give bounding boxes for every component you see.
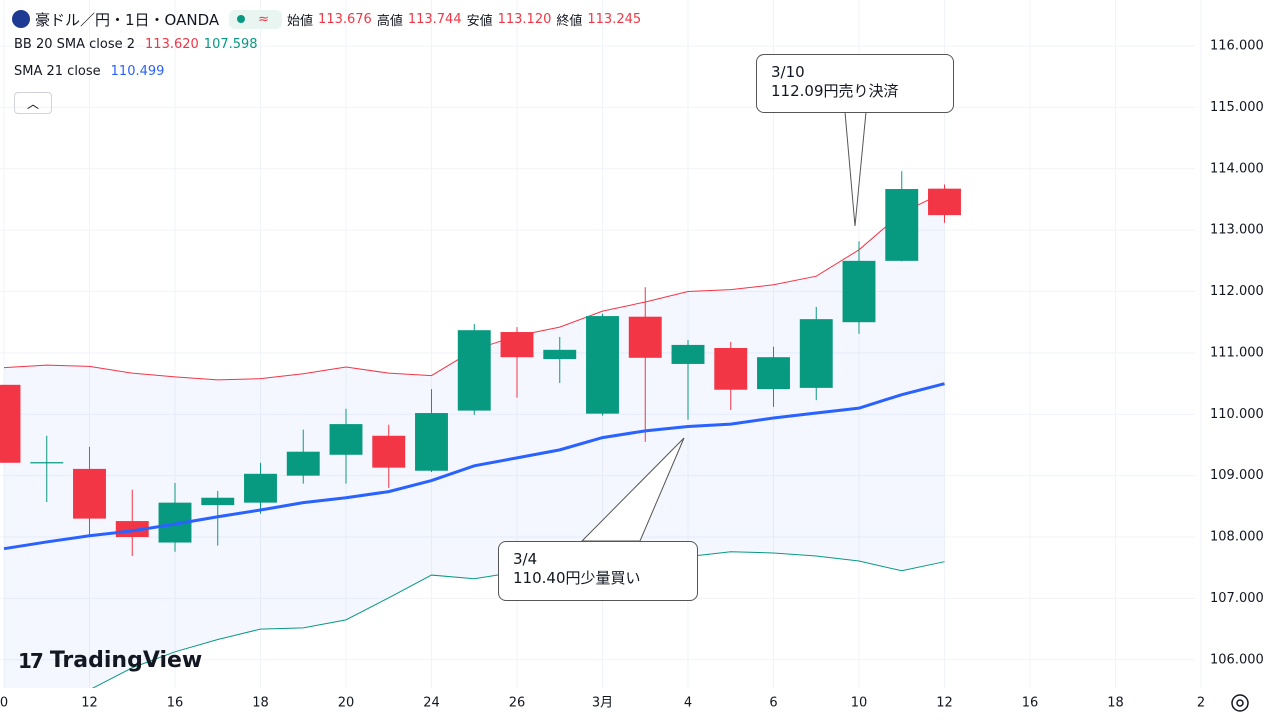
indicator-value: 113.620: [145, 37, 199, 52]
ohlc-label: 安値: [466, 13, 493, 29]
ohlc-label: 始値: [287, 13, 314, 29]
x-tick-label: 0: [0, 696, 8, 711]
ohlc-label: 終値: [556, 13, 583, 29]
status-pill[interactable]: ≈: [229, 9, 283, 29]
indicator-line: [3, 382, 945, 551]
y-tick-label: 113.000: [1210, 223, 1264, 238]
candle-body: [757, 357, 790, 390]
candle-body: [415, 413, 448, 471]
y-tick-label: 109.000: [1210, 468, 1264, 483]
ohlc-value: 113.744: [407, 11, 462, 27]
candle-body: [372, 435, 406, 468]
brand-logo: 17: [18, 648, 44, 673]
x-tick-label: 12: [936, 696, 953, 711]
y-tick-label: 112.000: [1210, 284, 1264, 299]
candle-body: [799, 319, 833, 388]
ohlc-value: 113.120: [497, 11, 552, 27]
settings-icon[interactable]: [1231, 694, 1249, 712]
y-tick-label: 115.000: [1210, 100, 1264, 115]
indicator-value: 110.499: [110, 64, 165, 79]
candle-body: [30, 462, 64, 464]
candle-body: [329, 424, 363, 455]
annotation-text: 110.40円少量買い: [513, 569, 641, 587]
indicator-name[interactable]: SMA 21 close: [14, 64, 101, 79]
annotation-date: 3/4: [513, 550, 538, 568]
candle-body: [500, 332, 534, 358]
candle-body: [628, 316, 662, 358]
annotation-date: 3/10: [771, 63, 805, 81]
candle-body: [201, 497, 235, 506]
y-tick-label: 114.000: [1210, 161, 1264, 176]
ohlc-value: 113.676: [318, 11, 372, 27]
annotation[interactable]: 3/4 110.40円少量買い: [498, 541, 698, 601]
x-tick-label: 6: [769, 696, 777, 711]
candle-body: [671, 344, 705, 364]
candle-body: [457, 330, 491, 411]
x-tick-label: 24: [423, 696, 440, 711]
ohlc-label: 高値: [376, 13, 403, 29]
x-tick-label: 3月: [592, 696, 613, 711]
candle-body: [928, 188, 961, 216]
ohlc-value: 113.245: [587, 11, 642, 27]
x-tick-label: 4: [684, 696, 692, 711]
candle-body: [0, 384, 21, 463]
indicator-legend: BB 20 SMA close 2 113.620 107.598: [14, 37, 263, 52]
x-tick-label: 18: [1107, 696, 1124, 711]
candle-body: [586, 316, 619, 414]
x-tick-label: 12: [81, 696, 98, 711]
brand-name: TradingView: [49, 648, 203, 673]
indicator-line: [91, 551, 945, 688]
flag-icon: [12, 10, 30, 28]
x-tick-label: 16: [1022, 696, 1039, 711]
indicator-value: 107.598: [203, 37, 258, 52]
candle-body: [244, 473, 277, 503]
x-tick-label: 2: [1197, 696, 1205, 711]
symbol-title[interactable]: 豪ドル／円・1日・OANDA: [35, 10, 220, 29]
x-tick-label: 10: [851, 696, 868, 711]
candle-body: [714, 347, 748, 390]
header: 豪ドル／円・1日・OANDA ≈ 始値 113.676 高値 113.744 安値 1…: [12, 8, 646, 30]
collapse-button[interactable]: ︿: [14, 92, 52, 114]
y-tick-label: 107.000: [1210, 591, 1264, 606]
candle-body: [286, 451, 320, 476]
x-tick-label: 16: [167, 696, 184, 711]
y-tick-label: 106.000: [1210, 652, 1264, 667]
x-tick-label: 20: [338, 696, 355, 711]
indicator-legend: SMA 21 close 110.499: [14, 64, 169, 79]
candle-body: [73, 468, 106, 519]
bb-band: [4, 192, 945, 688]
annotation[interactable]: 3/10 112.09円売り決済: [756, 54, 954, 113]
x-tick-label: 26: [509, 696, 526, 711]
y-tick-label: 116.000: [1210, 39, 1264, 54]
indicator-name[interactable]: BB 20 SMA close 2: [14, 37, 136, 52]
annotation-text: 112.09円売り決済: [771, 82, 899, 100]
y-tick-label: 110.000: [1210, 407, 1264, 422]
y-tick-label: 108.000: [1210, 530, 1264, 545]
x-tick-label: 18: [252, 696, 269, 711]
candle-body: [842, 260, 876, 323]
candle-body: [885, 189, 919, 261]
brand: 17 TradingView: [18, 648, 202, 673]
y-tick-label: 111.000: [1210, 345, 1264, 360]
candle-body: [543, 349, 577, 360]
